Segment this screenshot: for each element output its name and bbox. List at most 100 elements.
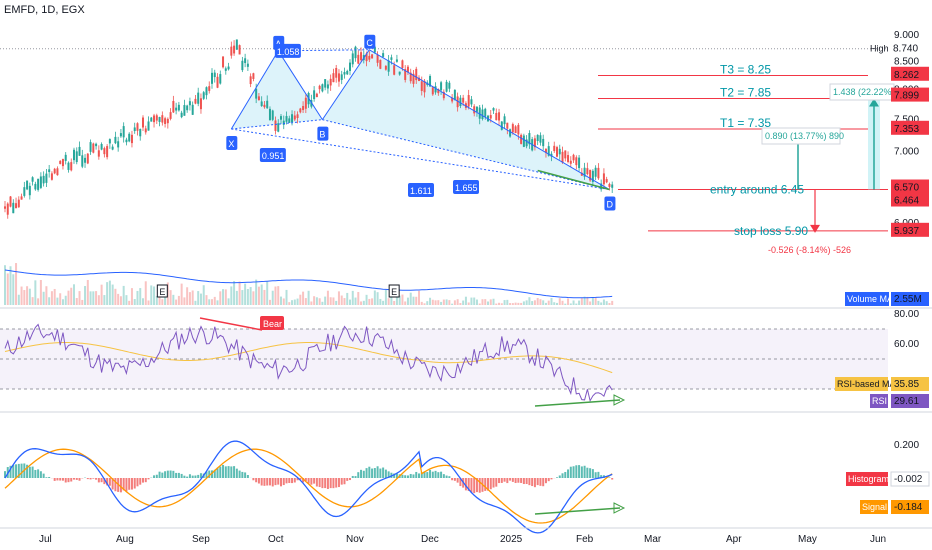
volume-bar: [346, 292, 349, 305]
rsi-line: [4, 323, 613, 403]
candle-body: [50, 173, 53, 180]
volume-bar: [340, 295, 343, 305]
candle-body: [517, 124, 520, 135]
volume-bar: [467, 302, 470, 305]
volume-bar: [106, 282, 109, 305]
volume-bar: [453, 300, 456, 305]
candle-body: [498, 112, 501, 121]
bear-divergence-line: [199, 317, 263, 331]
volume-bar: [591, 297, 594, 305]
macd-histogram-bar: [304, 478, 307, 482]
macd-histogram-bar: [224, 466, 227, 478]
macd-histogram-bar: [578, 465, 581, 478]
volume-bar: [608, 303, 611, 305]
macd-histogram-bar: [222, 464, 225, 478]
volume-bar: [202, 285, 205, 305]
candle-body: [9, 196, 12, 207]
volume-bar: [423, 303, 426, 305]
candle-body: [528, 133, 531, 145]
candle-body: [64, 154, 67, 161]
candle-body: [387, 60, 390, 72]
price-label-value: 6.570: [894, 183, 919, 194]
macd-histogram-bar: [164, 471, 167, 478]
candle-body: [475, 106, 478, 112]
volume-bar: [260, 284, 263, 305]
candle-body: [6, 203, 9, 215]
volume-bar: [153, 286, 156, 305]
macd-histogram-bar: [56, 478, 59, 481]
volume-bar: [67, 290, 70, 305]
candle-body: [569, 160, 572, 164]
macd-histogram-bar: [277, 478, 280, 485]
volume-bar: [329, 297, 332, 305]
volume-bar: [280, 296, 282, 305]
candle-body: [219, 74, 222, 84]
volume-bar: [175, 299, 178, 305]
rsi-ma-tag: [835, 377, 888, 391]
candle-body: [456, 96, 459, 108]
macd-histogram-bar: [45, 477, 48, 478]
macd-histogram-bar: [235, 468, 238, 478]
volume-bar: [349, 299, 351, 305]
macd-histogram-bar: [321, 478, 324, 489]
macd-histogram-bar: [255, 478, 258, 483]
macd-histogram-bar: [335, 478, 338, 488]
macd-histogram-bar: [498, 478, 501, 484]
macd-histogram-bar: [31, 466, 34, 478]
macd-histogram-bar: [547, 478, 550, 482]
macd-histogram-bar: [130, 478, 133, 490]
volume-bar: [420, 301, 423, 305]
macd-histogram-bar: [500, 478, 503, 483]
macd-histogram-bar: [89, 478, 92, 480]
volume-bar: [238, 281, 241, 305]
price-tick-label: 8.500: [894, 57, 919, 68]
macd-histogram-bar: [122, 478, 125, 491]
macd-histogram-bar: [362, 470, 365, 478]
candle-body: [594, 167, 597, 177]
candle-body: [346, 70, 349, 75]
volume-bar: [244, 283, 247, 305]
candle-body: [489, 115, 492, 119]
macd-histogram-bar: [293, 478, 296, 483]
macd-histogram-bar: [580, 466, 583, 478]
volume-bar: [191, 290, 194, 305]
rsi-label: RSI: [872, 396, 887, 406]
volume-bar: [321, 301, 324, 305]
macd-histogram-bar: [440, 471, 443, 478]
volume-bar: [142, 298, 144, 305]
volume-bar: [315, 297, 318, 305]
volume-bar: [440, 301, 443, 305]
candle-body: [166, 118, 169, 124]
candle-body: [462, 97, 465, 103]
candle-body: [211, 72, 213, 84]
macd-histogram-bar: [199, 473, 202, 478]
macd-histogram-bar: [95, 478, 98, 480]
earnings-marker-label: E: [391, 287, 397, 297]
candle-body: [186, 105, 189, 111]
macd-histogram-bar: [406, 475, 409, 478]
time-tick-label: Jun: [870, 534, 886, 545]
volume-bar: [12, 274, 15, 305]
candle-body: [48, 169, 51, 173]
candle-body: [470, 99, 473, 105]
candle-body: [282, 120, 285, 125]
macd-histogram-bar: [525, 478, 528, 485]
macd-histogram-bar: [147, 478, 150, 480]
macd-histogram-bar: [315, 478, 318, 487]
price-label-value: 8.262: [894, 70, 919, 81]
candle-body: [266, 100, 269, 109]
volume-bar: [580, 298, 583, 305]
volume-bar: [360, 301, 363, 305]
volume-bar: [180, 283, 183, 305]
macd-histogram-bar: [133, 478, 136, 489]
macd-histogram-bar: [230, 466, 233, 478]
volume-bar: [478, 303, 481, 305]
candle-body: [415, 68, 418, 81]
candle-body: [155, 115, 158, 121]
candle-body: [591, 170, 594, 182]
volume-ma-label: Volume MA: [847, 294, 893, 304]
volume-bar: [539, 299, 542, 305]
candle-body: [332, 73, 335, 83]
earnings-marker: [388, 284, 400, 298]
